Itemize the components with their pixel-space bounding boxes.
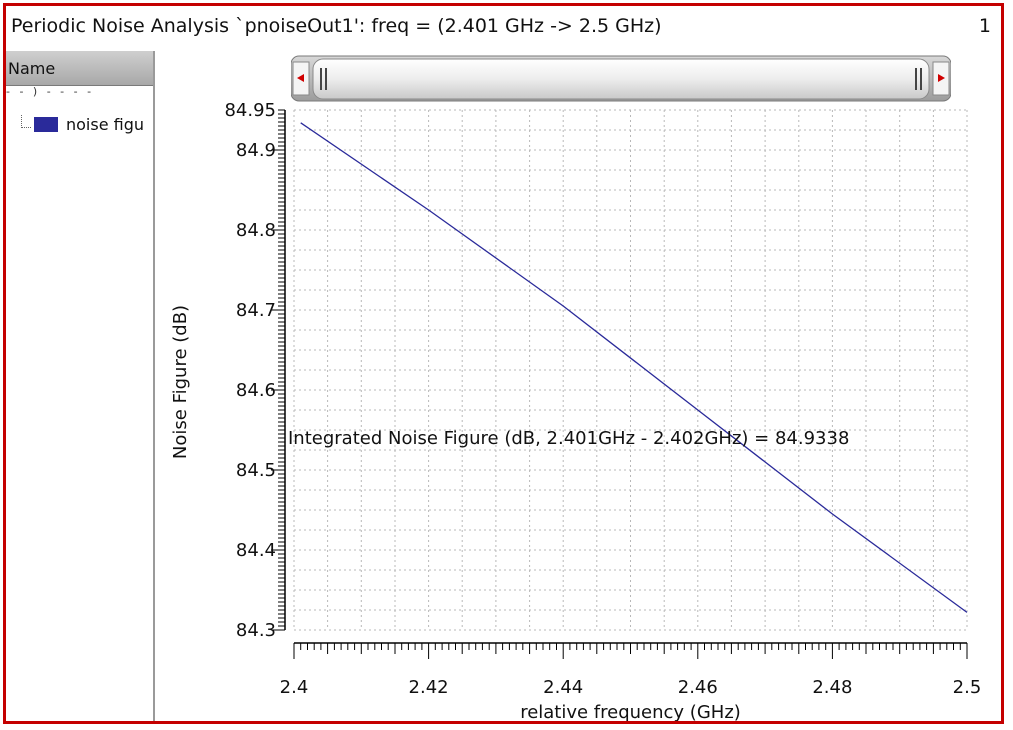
thumb-right-grip-icon[interactable]: [915, 68, 922, 90]
x-scrollbar[interactable]: [291, 54, 951, 104]
x-tick-label: 2.46: [678, 677, 718, 698]
plot-grid: [293, 109, 968, 631]
x-tick-label: 2.4: [280, 677, 309, 698]
name-column-label: Name: [8, 59, 56, 78]
y-tick-label: 84.8: [236, 220, 276, 241]
scrollbar-thumb[interactable]: [312, 58, 930, 100]
trace-legend-label: noise figu: [66, 115, 145, 134]
y-tick-label: 84.3: [236, 620, 276, 641]
y-tick-label: 84.5: [236, 460, 276, 481]
trace-color-swatch: [34, 117, 58, 132]
series-layer: [300, 122, 968, 613]
name-column-header[interactable]: Name: [6, 51, 153, 86]
trace-panel: Name - - ) - - - - noise figu: [6, 51, 155, 721]
y-tick-label: 84.4: [236, 540, 276, 561]
y-tick-label: 84.6: [236, 380, 276, 401]
x-tick-label: 2.5: [953, 677, 982, 698]
y-tick-label: 84.95: [224, 100, 276, 121]
window-title: Periodic Noise Analysis `pnoiseOut1': fr…: [11, 15, 662, 37]
x-tick-label: 2.42: [409, 677, 449, 698]
noise-figure-trace: [300, 122, 968, 613]
waveform-window: Periodic Noise Analysis `pnoiseOut1': fr…: [3, 3, 1004, 724]
y-axis-label: Noise Figure (dB): [170, 305, 191, 459]
subwindow-number: 1: [978, 15, 991, 37]
x-tick-label: 2.44: [543, 677, 583, 698]
y-tick-label: 84.9: [236, 140, 276, 161]
y-tick-label: 84.7: [236, 300, 276, 321]
thumb-left-grip-icon[interactable]: [320, 68, 327, 90]
tree-root-stub: - - ) - - - -: [6, 85, 95, 98]
scroll-left-arrow-icon[interactable]: [292, 61, 310, 96]
tree-connector: [21, 115, 31, 128]
integrated-noise-annotation: Integrated Noise Figure (dB, 2.401GHz - …: [288, 428, 849, 449]
x-axis[interactable]: 2.4 2.42 2.44 2.46 2.48 2.5: [280, 642, 982, 698]
scroll-right-arrow-icon[interactable]: [932, 61, 950, 96]
x-axis-label: relative frequency (GHz): [520, 702, 741, 723]
y-axis[interactable]: 84.95 84.9 84.8 84.7 84.6 84.5 84.4 84.3: [224, 100, 286, 641]
title-bar: Periodic Noise Analysis `pnoiseOut1': fr…: [6, 6, 1001, 44]
x-tick-label: 2.48: [812, 677, 852, 698]
